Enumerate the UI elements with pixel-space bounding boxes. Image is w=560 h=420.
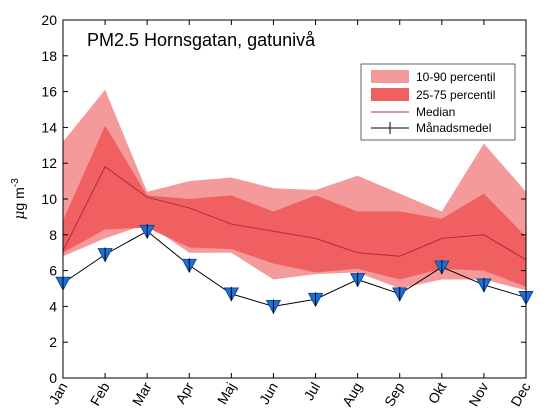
legend-swatch-25-75 (371, 88, 409, 101)
legend-label-mean: Månadsmedel (416, 121, 491, 135)
y-axis-label: μg m-3 (10, 178, 28, 220)
y-axis-label-mu: μ (12, 211, 28, 220)
legend-label-median: Median (416, 105, 455, 119)
data-point-månadsmedel (434, 260, 450, 275)
y-tick-label: 14 (41, 119, 57, 135)
y-tick-label: 2 (49, 334, 57, 350)
data-point-månadsmedel (476, 277, 492, 293)
legend-label-25-75: 25-75 percentil (416, 88, 495, 102)
data-point-månadsmedel (349, 272, 366, 288)
series-line-månadsmedel (62, 230, 527, 307)
series-line-median (62, 166, 527, 261)
y-axis: 0 2 4 6 8 10 12 14 16 18 20 (41, 12, 526, 386)
legend-swatch-10-90 (371, 70, 409, 83)
data-point-månadsmedel (223, 286, 240, 302)
y-axis-label-unit: g m (11, 187, 27, 210)
data-point-månadsmedel (307, 292, 324, 308)
band-25-75-percentil (63, 125, 526, 287)
y-tick-label: 16 (41, 84, 57, 100)
x-tick-label: Jul (300, 380, 323, 404)
chart-title: PM2.5 Hornsgatan, gatunivå (87, 30, 316, 50)
y-tick-label: 4 (49, 298, 57, 314)
legend: 10-90 percentil 25-75 percentil Median M… (360, 63, 516, 141)
y-tick-label: 18 (41, 48, 57, 64)
data-point-månadsmedel (139, 224, 155, 240)
y-tick-label: 0 (49, 370, 57, 386)
data-point-månadsmedel (181, 258, 197, 274)
band-layer (63, 89, 526, 291)
legend-label-10-90: 10-90 percentil (416, 70, 495, 84)
y-tick-label: 12 (41, 155, 57, 171)
data-point-månadsmedel (392, 286, 408, 302)
y-axis-label-exponent: -3 (10, 178, 21, 187)
y-tick-label: 8 (49, 227, 57, 243)
line-layer (62, 166, 527, 307)
data-point-månadsmedel (97, 247, 113, 263)
y-tick-label: 6 (49, 263, 57, 279)
y-tick-label: 10 (41, 191, 57, 207)
marker-layer (55, 224, 534, 315)
data-point-månadsmedel (265, 299, 282, 315)
y-tick-label: 20 (41, 12, 57, 28)
